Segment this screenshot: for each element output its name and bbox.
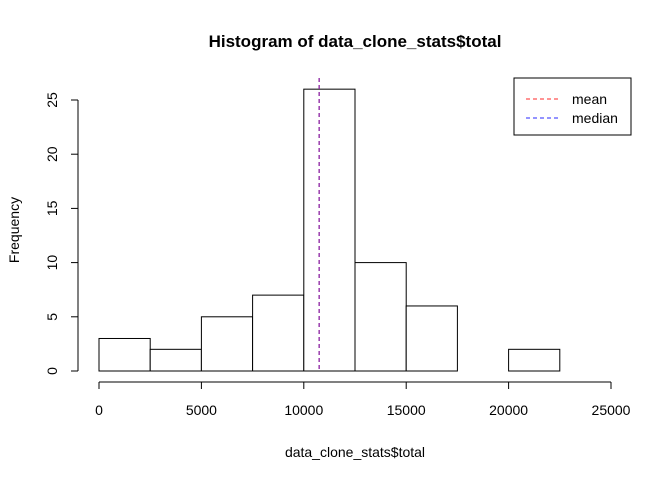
histogram-bar-8 xyxy=(508,348,561,372)
histogram-bar-6 xyxy=(405,305,458,372)
x-tick-label-0: 0 xyxy=(95,402,103,418)
chart-title: Histogram of data_clone_stats$total xyxy=(209,32,502,51)
y-tick-label-4: 20 xyxy=(44,146,60,162)
legend-median-label: median xyxy=(572,110,618,126)
histogram-bar-2 xyxy=(200,316,254,372)
histogram-bar-1 xyxy=(149,348,202,372)
x-tick-label-2: 10000 xyxy=(284,402,323,418)
x-tick-label-5: 25000 xyxy=(592,402,631,418)
y-tick-label-2: 10 xyxy=(44,255,60,271)
y-axis-label: Frequency xyxy=(6,197,22,263)
histogram-bar-0 xyxy=(98,337,151,372)
y-tick-label-1: 5 xyxy=(44,313,60,321)
histogram-bar-3 xyxy=(252,294,305,372)
histogram-bar-5 xyxy=(354,262,407,372)
y-tick-label-0: 0 xyxy=(44,367,60,375)
x-tick-label-3: 15000 xyxy=(387,402,426,418)
legend: mean median xyxy=(513,77,632,136)
legend-mean-label: mean xyxy=(572,91,607,107)
x-axis-label: data_clone_stats$total xyxy=(285,444,425,460)
y-tick-label-3: 15 xyxy=(44,200,60,216)
y-axis: 0 5 10 15 20 25 xyxy=(44,92,79,375)
y-tick-label-5: 25 xyxy=(44,92,60,108)
histogram-bar-4 xyxy=(303,88,356,372)
x-tick-label-4: 20000 xyxy=(489,402,528,418)
x-axis: 0 5000 10000 15000 20000 25000 xyxy=(95,381,631,418)
x-tick-label-1: 5000 xyxy=(186,402,217,418)
histogram-bars xyxy=(98,88,561,372)
legend-box xyxy=(513,77,632,136)
